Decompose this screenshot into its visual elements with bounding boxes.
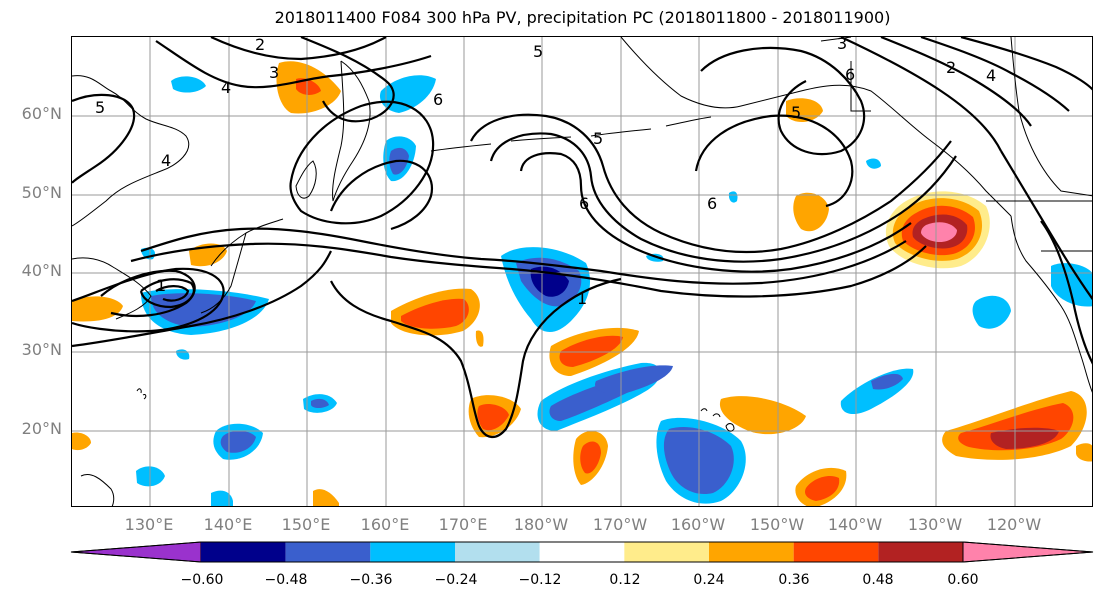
lon-label-160e: 160°E <box>360 515 410 534</box>
pv-contours <box>72 37 1092 438</box>
precip-negative-region <box>728 191 738 203</box>
colorbar-tick-label: −0.48 <box>264 572 308 588</box>
colorbar-tick-label: 0.48 <box>862 572 894 588</box>
precip-negative-region <box>151 293 256 327</box>
precip-negative-region <box>176 349 190 360</box>
precip-negative-region <box>595 365 673 394</box>
lon-label-140e: 140°E <box>203 515 253 534</box>
precip-negative-region <box>1051 263 1092 307</box>
precip-positive-region <box>559 335 623 367</box>
lat-label-40n: 40°N <box>21 261 62 280</box>
contour-label: 4 <box>221 78 231 97</box>
precip-positive-region <box>1076 443 1092 462</box>
colorbar-tick-label: −0.36 <box>349 572 393 588</box>
colorbar-segment <box>709 542 794 562</box>
precip-positive-region <box>580 441 601 474</box>
precip-positive-region <box>72 296 123 322</box>
colorbar-segment <box>285 542 371 562</box>
lon-label-130w: 130°W <box>907 515 963 534</box>
colorbar-segments <box>70 541 1094 563</box>
precip-positive-region <box>793 192 829 232</box>
precip-positive-region <box>990 427 1059 449</box>
colorbar <box>70 541 1094 563</box>
contour-label: 4 <box>986 66 996 85</box>
contour-label: 2 <box>946 58 956 77</box>
contour-label: 1 <box>577 289 587 308</box>
colorbar-segment-extend-max <box>962 541 1094 563</box>
precip-negative-region <box>379 75 436 113</box>
lat-label-50n: 50°N <box>21 183 62 202</box>
contour-label: 5 <box>533 42 543 61</box>
colorbar-tick-label: −0.24 <box>434 572 478 588</box>
precip-negative-region <box>311 398 329 408</box>
lon-label-130e: 130°E <box>124 515 174 534</box>
lon-label-180w: 180°W <box>513 515 569 534</box>
lon-label-150w: 150°W <box>749 515 805 534</box>
precip-positive-region <box>296 78 321 95</box>
colorbar-tick-label: 0.24 <box>693 572 725 588</box>
colorbar-segment-extend-min <box>70 541 202 563</box>
colorbar-outline <box>70 541 1094 563</box>
contour-label: 6 <box>845 65 855 84</box>
colorbar-tick-label: −0.12 <box>518 572 562 588</box>
precip-shading <box>72 61 1092 506</box>
lon-label-120w: 120°W <box>986 515 1042 534</box>
lon-label-150e: 150°E <box>281 515 331 534</box>
precip-positive-region <box>805 476 840 501</box>
precip-positive-region <box>72 432 91 451</box>
lat-label-20n: 20°N <box>21 419 62 438</box>
colorbar-segment <box>455 542 540 562</box>
contour-label: 3 <box>269 63 279 82</box>
colorbar-tick-label: 0.60 <box>947 572 979 588</box>
contour-label: 6 <box>433 90 443 109</box>
lon-label-170w: 170°W <box>592 515 648 534</box>
colorbar-segment <box>793 542 879 562</box>
lon-label-170e: 170°E <box>438 515 488 534</box>
map-panel: 2 3 4 5 6 5 6 5 3 6 2 4 6 5 4 1 1 <box>71 36 1093 507</box>
precip-positive-region <box>401 298 469 329</box>
lat-label-30n: 30°N <box>21 340 62 359</box>
precip-positive-region <box>313 489 339 506</box>
colorbar-segment <box>370 542 455 562</box>
contour-label: 2 <box>255 37 265 54</box>
map-canvas: 2 3 4 5 6 5 6 5 3 6 2 4 6 5 4 1 1 <box>72 37 1092 506</box>
contour-label: 1 <box>156 276 166 295</box>
contour-label: 5 <box>95 98 105 117</box>
coastlines <box>72 37 1092 506</box>
colorbar-tick-label: −0.60 <box>180 572 224 588</box>
colorbar-tick-label: 0.36 <box>778 572 810 588</box>
precip-negative-region <box>211 490 233 506</box>
map-title: 2018011400 F084 300 hPa PV, precipitatio… <box>274 8 891 27</box>
lat-label-60n: 60°N <box>21 104 62 123</box>
precip-negative-region <box>972 295 1011 329</box>
contour-label: 6 <box>579 194 589 213</box>
precip-positive-region <box>921 222 957 242</box>
precip-positive-region <box>477 404 509 431</box>
contour-label: 5 <box>791 103 801 122</box>
contour-label: 6 <box>707 194 717 213</box>
contour-label: 3 <box>837 37 847 53</box>
colorbar-segment <box>201 542 286 562</box>
contour-label: 5 <box>593 129 603 148</box>
lon-label-160w: 160°W <box>670 515 726 534</box>
precip-positive-region <box>719 396 806 435</box>
colorbar-segment <box>878 542 963 562</box>
precip-negative-region <box>840 368 914 415</box>
colorbar-tick-label: 0.12 <box>609 572 641 588</box>
contour-label: 4 <box>161 151 171 170</box>
precip-negative-region <box>866 158 881 169</box>
precip-negative-region <box>171 76 206 93</box>
lon-label-140w: 140°W <box>827 515 883 534</box>
colorbar-segment <box>624 542 709 562</box>
colorbar-segment <box>539 542 625 562</box>
precip-positive-region <box>475 330 484 347</box>
precip-negative-region <box>871 373 903 390</box>
